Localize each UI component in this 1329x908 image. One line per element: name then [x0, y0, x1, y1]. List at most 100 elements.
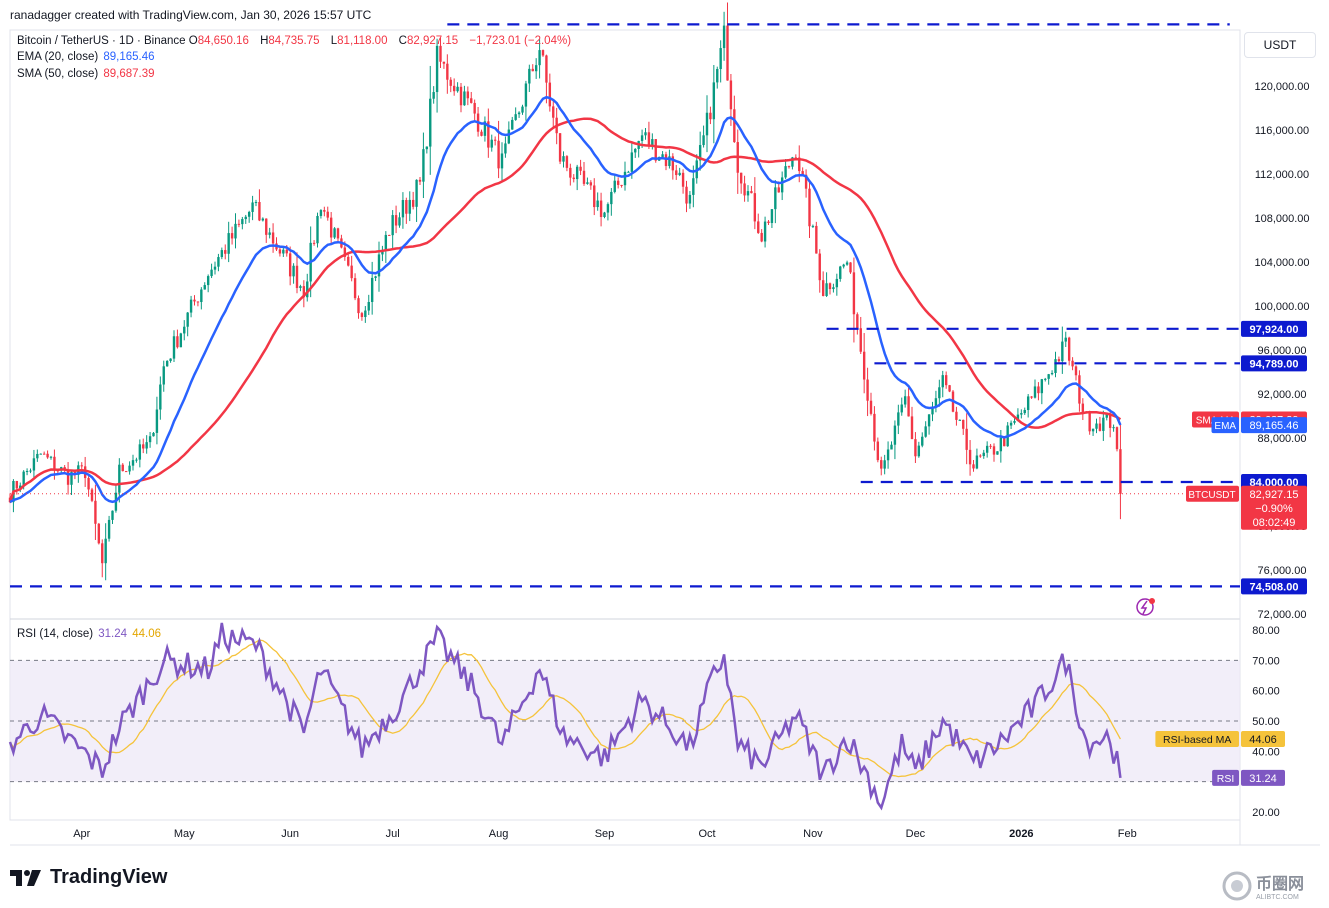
- candle-body: [1095, 423, 1098, 429]
- time-tick-label: Aug: [489, 828, 509, 840]
- candle-body: [733, 109, 736, 143]
- candle-body: [534, 65, 538, 72]
- candle-body: [261, 218, 265, 221]
- candle-body: [49, 456, 53, 458]
- candle-body: [53, 456, 56, 471]
- ema-legend: EMA (20, close) 89,165.46: [17, 51, 155, 63]
- candle-body: [1057, 359, 1061, 362]
- candle-body: [996, 451, 999, 455]
- tradingview-logo[interactable]: TradingView: [10, 866, 167, 889]
- candle-body: [107, 519, 111, 539]
- symbol-tag: [1186, 485, 1239, 502]
- candle-body: [493, 139, 497, 141]
- candle-body: [958, 419, 962, 421]
- candle-body: [582, 170, 586, 184]
- candle-body: [627, 171, 630, 173]
- candle-body: [183, 326, 186, 334]
- candle-body: [883, 460, 886, 469]
- candle-body: [299, 286, 302, 289]
- candle-body: [278, 249, 282, 254]
- candle-body: [487, 121, 490, 148]
- currency-button[interactable]: USDT: [1244, 32, 1316, 58]
- candle-body: [671, 156, 675, 171]
- candle-body: [1115, 427, 1119, 450]
- candle-body: [709, 112, 712, 120]
- candle-body: [1040, 379, 1044, 394]
- rsi-line: [8, 622, 1122, 811]
- candle-body: [169, 358, 172, 361]
- candle-body: [165, 360, 169, 367]
- candle-body: [750, 191, 753, 194]
- candle-body: [1013, 421, 1016, 423]
- candle-body: [910, 416, 914, 440]
- candle-body: [668, 156, 671, 167]
- candle-body: [760, 232, 763, 242]
- candle-body: [25, 470, 29, 472]
- candle-body: [459, 86, 463, 106]
- candle-body: [446, 63, 449, 80]
- candle-body: [234, 223, 237, 239]
- candle-body: [193, 299, 196, 302]
- rsi-tick-label: 70.00: [1252, 655, 1280, 667]
- price-tick-label: 112,000.00: [1255, 169, 1309, 181]
- candle-body: [982, 452, 985, 457]
- candle-body: [370, 277, 374, 302]
- candle-body: [541, 50, 545, 56]
- candle-body: [565, 156, 569, 168]
- candle-body: [217, 257, 220, 267]
- candle-body: [934, 398, 938, 407]
- chart-credit: ranadagger created with TradingView.com,…: [10, 8, 372, 22]
- candle-body: [924, 426, 927, 437]
- candle-body: [1064, 337, 1067, 342]
- candle-body: [985, 445, 989, 453]
- price-tick-label: 92,000.00: [1258, 389, 1307, 401]
- candle-body: [531, 68, 534, 72]
- candle-body: [111, 510, 114, 520]
- time-tick-label: Nov: [803, 828, 823, 840]
- candle-body: [893, 425, 897, 445]
- candle-body: [121, 464, 124, 472]
- candle-body: [1098, 423, 1102, 431]
- level-price-tag-label: 74,508.00: [1250, 581, 1299, 593]
- candle-body: [746, 191, 750, 196]
- candle-body: [186, 312, 189, 327]
- candle-body: [176, 336, 179, 348]
- candle-body: [941, 375, 944, 388]
- candle-body: [1102, 417, 1105, 431]
- candle-body: [784, 166, 787, 178]
- candle-body: [862, 351, 866, 380]
- price-tick-label: 96,000.00: [1258, 345, 1307, 357]
- candle-body: [593, 185, 596, 208]
- candle-body: [295, 265, 299, 289]
- candle-body: [791, 157, 794, 167]
- candle-body: [500, 153, 504, 169]
- current-price-tag-text: −0.90%: [1255, 503, 1293, 515]
- candle-body: [497, 140, 500, 169]
- candle-body: [1105, 413, 1108, 418]
- candle-body: [265, 218, 268, 235]
- price-tick-label: 116,000.00: [1255, 125, 1309, 137]
- candle-body: [798, 157, 801, 172]
- candle-body: [196, 301, 200, 303]
- time-tick-label: Feb: [1118, 828, 1137, 840]
- candle-body: [312, 242, 316, 244]
- candle-body: [716, 69, 719, 83]
- candle-body: [213, 266, 217, 270]
- candle-body: [466, 91, 470, 99]
- rsi-name-tag-label: RSI-based MA: [1163, 734, 1231, 746]
- candle-body: [907, 396, 910, 417]
- candle-body: [415, 179, 418, 207]
- candle-body: [162, 366, 165, 385]
- candle-body: [661, 154, 664, 158]
- site-watermark: 币圈网 ALIBTC.COM: [1222, 870, 1304, 901]
- candle-body: [1074, 366, 1078, 376]
- candle-body: [418, 179, 422, 182]
- candle-body: [19, 485, 22, 489]
- candle-body: [914, 439, 917, 457]
- candle-body: [504, 143, 507, 154]
- candle-body: [651, 139, 654, 146]
- alert-icon[interactable]: [1136, 598, 1155, 616]
- candle-body: [623, 171, 627, 186]
- candle-body: [473, 102, 476, 114]
